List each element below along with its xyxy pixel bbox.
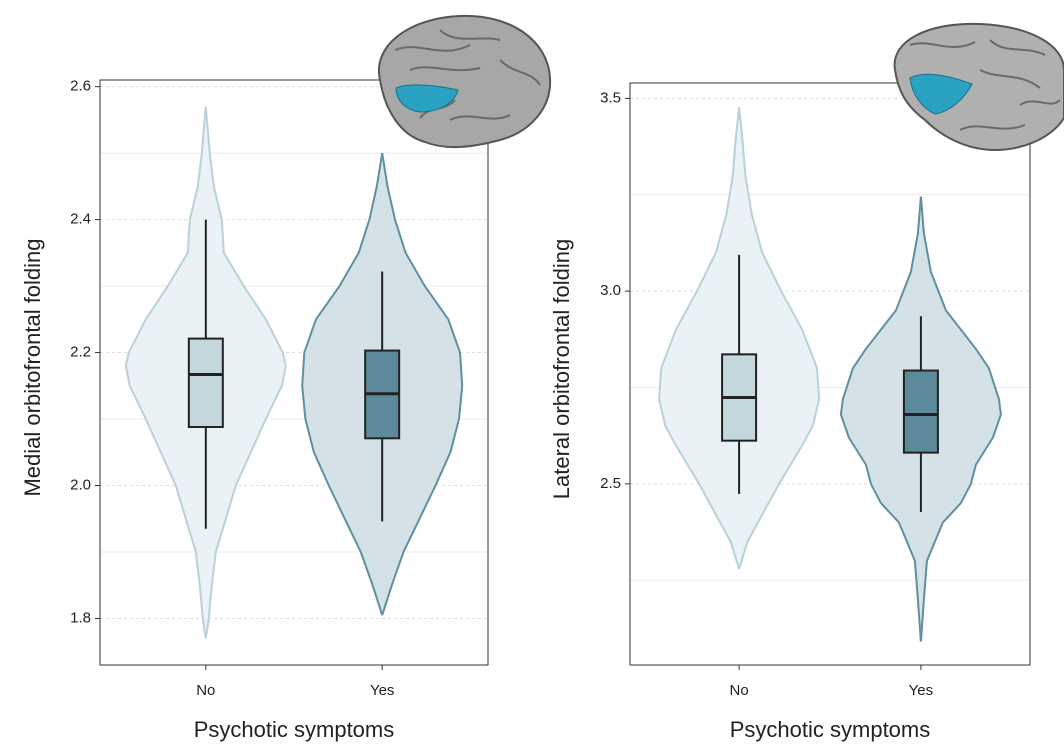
violin-half — [659, 107, 739, 569]
x-tick-label: Yes — [909, 682, 933, 699]
y-tick-label: 3.0 — [600, 282, 621, 299]
chart: 1.8 2.0 2.2 2.4 2.6 No Yes Psychotic symptoms Me… — [0, 0, 1064, 744]
y-tick-label: 3.5 — [600, 89, 621, 106]
y-tick-label: 2.2 — [70, 344, 91, 361]
brain-lateral — [895, 24, 1064, 150]
plots: 1.8 2.0 2.2 2.4 2.6 No Yes Psychotic symptoms Me… — [20, 78, 1030, 742]
brain-medial — [379, 16, 550, 147]
x-tick-label: No — [729, 682, 748, 699]
box — [189, 339, 223, 427]
y-tick-label: 2.5 — [600, 475, 621, 492]
x-axis-title: Psychotic symptoms — [194, 717, 395, 742]
y-axis-title: Medial orbitofrontal folding — [20, 238, 45, 496]
x-tick-label: No — [196, 682, 215, 699]
y-tick-label: 2.6 — [70, 78, 91, 95]
x-tick-label: Yes — [370, 682, 394, 699]
y-tick-label: 2.0 — [70, 476, 91, 493]
y-tick-label: 1.8 — [70, 609, 91, 626]
violin-half — [739, 107, 819, 569]
x-axis-title: Psychotic symptoms — [730, 717, 931, 742]
y-tick-label: 2.4 — [70, 211, 91, 228]
y-axis-title: Lateral orbitofrontal folding — [549, 239, 574, 500]
box — [904, 371, 938, 453]
